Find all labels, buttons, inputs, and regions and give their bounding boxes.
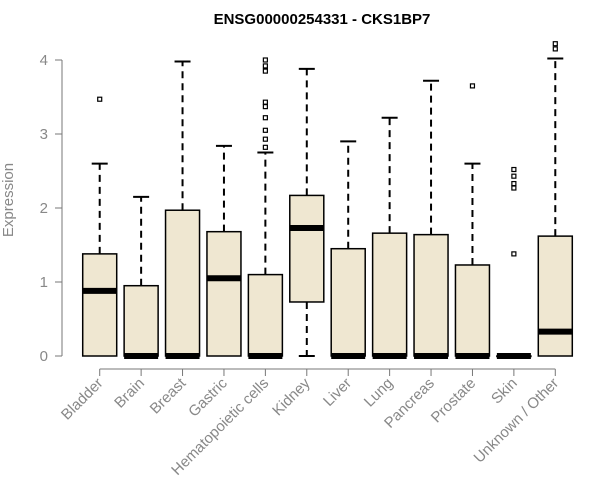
x-tick-label: Prostate [428,375,480,427]
y-tick-label: 0 [40,348,48,365]
outlier-point [511,185,517,191]
outlier-point [511,166,517,173]
outlier-point [469,83,476,89]
box-body [537,235,574,357]
outlier-point [262,63,268,69]
outlier-point [511,173,517,179]
outlier-point [262,68,268,74]
box-group [289,67,325,357]
box-group [81,96,118,357]
box-group [330,140,366,359]
outlier-point [262,127,268,133]
boxes-group [81,41,574,359]
box-group [413,79,449,359]
outlier-point [262,57,268,63]
box-body [289,194,325,303]
x-tick-label: Lung [361,375,397,411]
outlier-point [511,180,517,187]
box-body [454,264,491,357]
box-group [123,195,159,359]
box-group [206,144,242,357]
outlier-point [262,115,268,121]
box-body [247,273,284,357]
x-tick-label: Brain [111,375,148,412]
x-tick-label: Skin [488,375,521,408]
x-tick-label: Kidney [269,374,314,419]
box-group [247,57,284,359]
box-body [330,247,366,357]
chart-title: ENSG00000254331 - CKS1BP7 [214,11,431,28]
y-tick-label: 3 [40,126,48,143]
box-body [371,232,408,357]
y-tick-label: 1 [40,274,48,291]
x-tick-label: Bladder [58,375,107,424]
box-body [81,253,118,357]
outlier-point [552,41,558,47]
box-group [454,83,491,359]
box-body [413,233,449,357]
outlier-point [262,104,268,110]
outlier-point [552,46,558,52]
outlier-point [511,251,517,257]
y-axis: 0 1 2 3 4 [40,52,63,365]
y-axis-label: Expression [0,163,17,237]
y-tick-label: 2 [40,200,48,217]
outlier-point [97,96,103,102]
box-body [164,209,201,357]
outlier-point [262,144,268,150]
box-body [206,230,242,357]
box-group [537,41,574,357]
box-group [371,116,408,359]
outlier-point [262,99,268,105]
box-body [123,284,159,357]
x-tick-label: Breast [147,374,190,417]
x-tick-label: Liver [320,375,355,410]
box-group [164,60,201,359]
outlier-point [262,136,268,142]
box-group [496,166,532,359]
y-tick-label: 4 [40,52,48,69]
